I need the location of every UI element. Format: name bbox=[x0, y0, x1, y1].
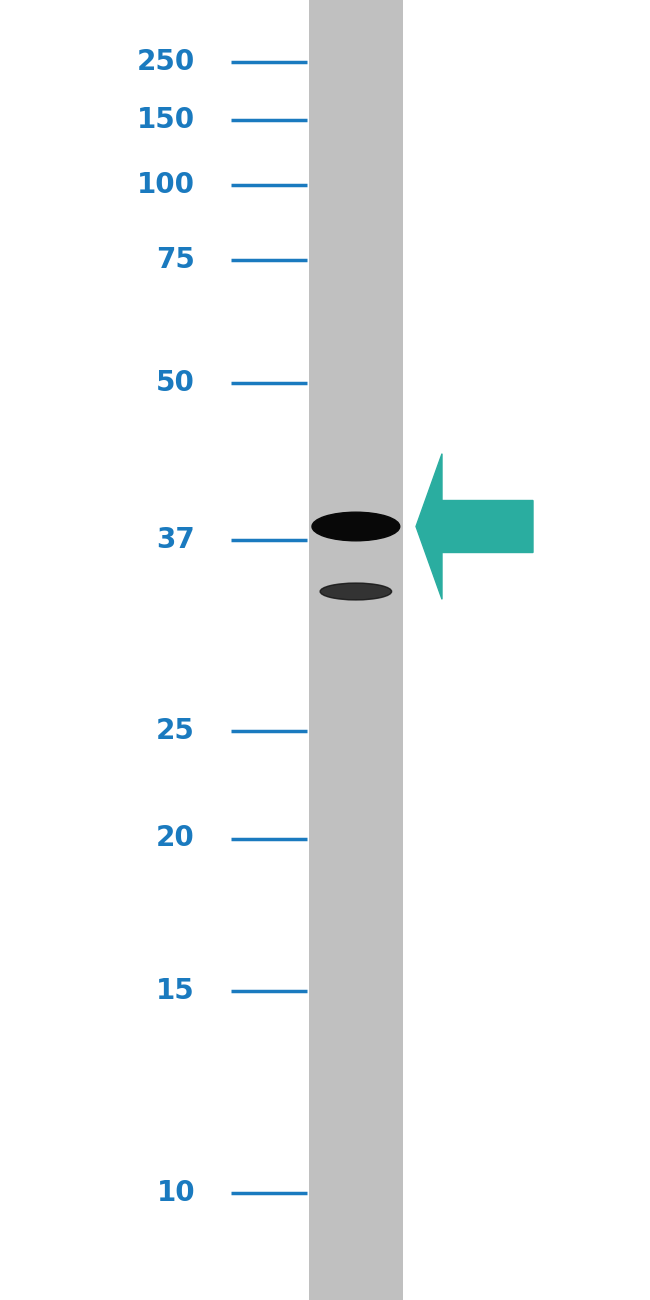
Text: 15: 15 bbox=[156, 976, 195, 1005]
Text: 10: 10 bbox=[157, 1179, 195, 1208]
Text: 20: 20 bbox=[156, 824, 195, 853]
Text: 75: 75 bbox=[156, 246, 195, 274]
Text: 25: 25 bbox=[156, 716, 195, 745]
Text: 150: 150 bbox=[137, 105, 195, 134]
Text: 50: 50 bbox=[156, 369, 195, 398]
Text: 37: 37 bbox=[156, 525, 195, 554]
Bar bbox=[309, 0, 403, 1300]
Ellipse shape bbox=[320, 582, 391, 601]
Text: 250: 250 bbox=[136, 48, 195, 77]
Ellipse shape bbox=[312, 512, 400, 541]
FancyArrow shape bbox=[416, 454, 533, 599]
Text: 100: 100 bbox=[137, 170, 195, 199]
